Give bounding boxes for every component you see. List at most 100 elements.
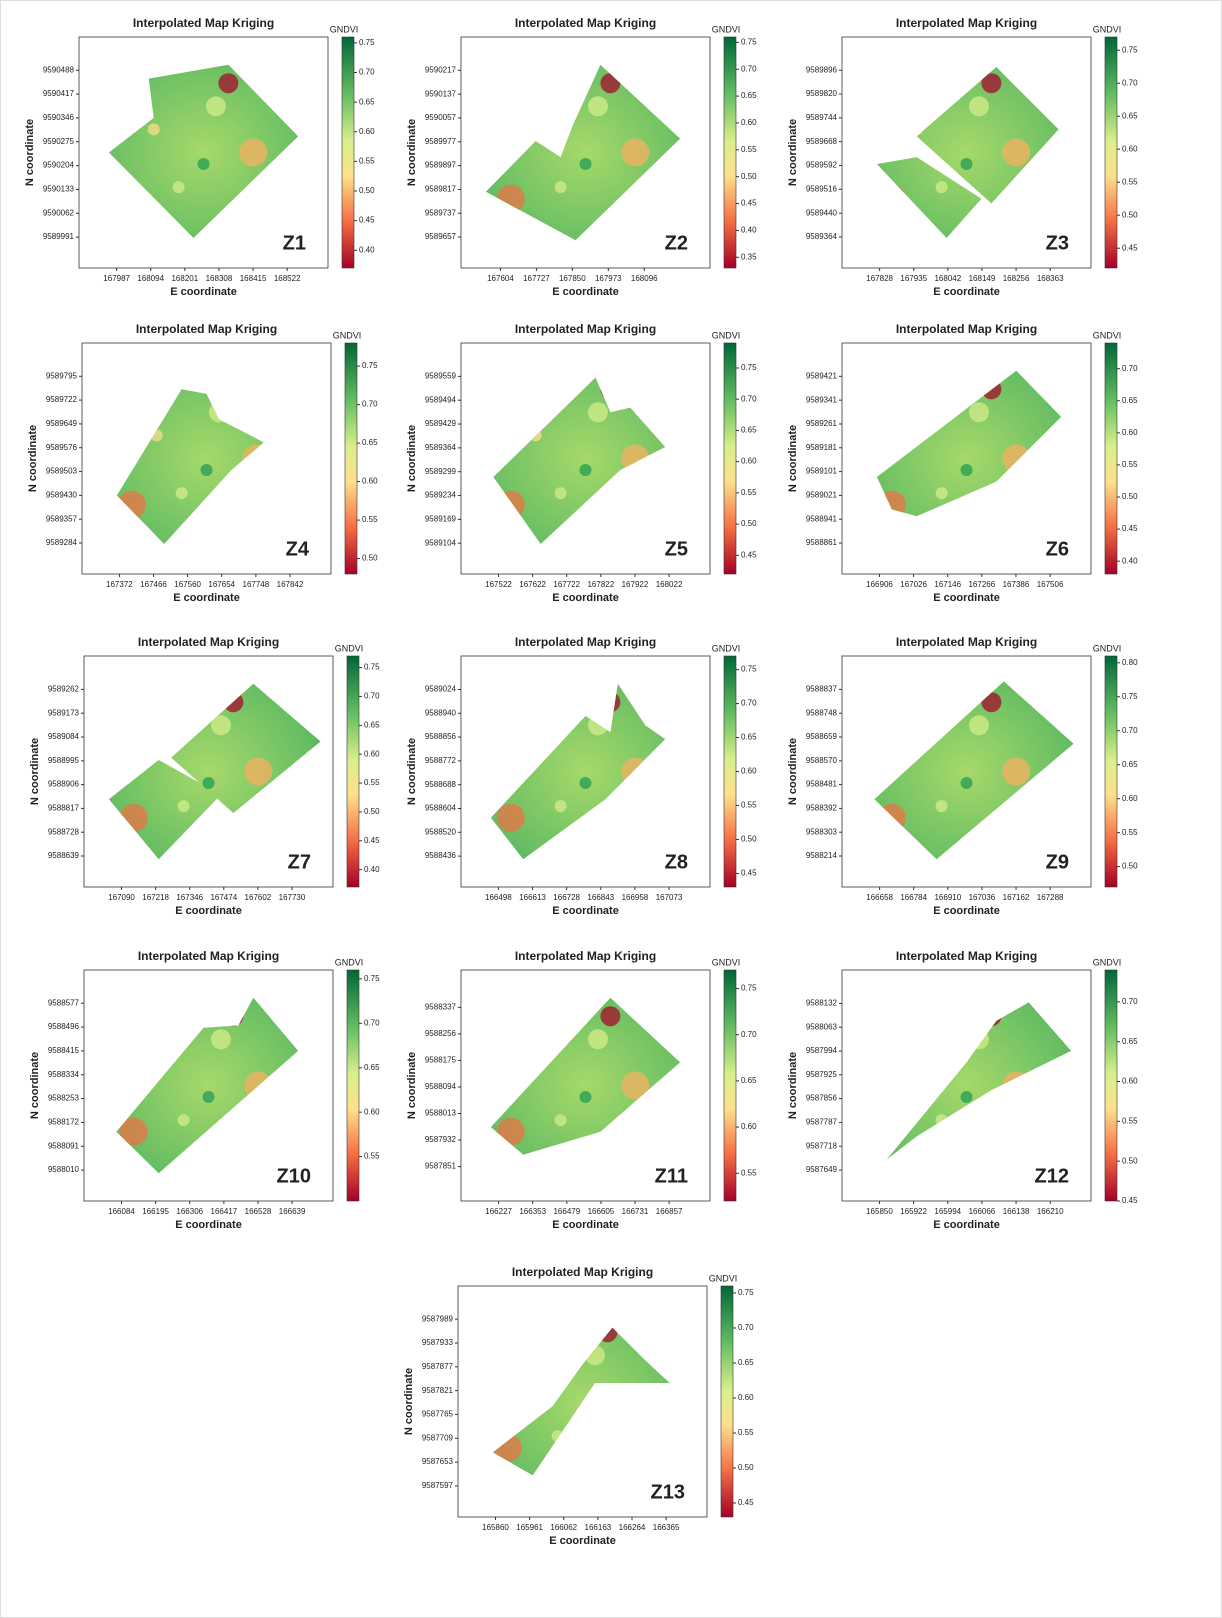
y-tick-label: 9588172 xyxy=(48,1118,80,1127)
colorbar-tick-label: 0.50 xyxy=(1122,862,1138,871)
y-tick-label: 9589744 xyxy=(806,113,838,122)
x-tick-label: 167506 xyxy=(1037,580,1064,589)
x-tick-label: 167748 xyxy=(243,580,270,589)
y-tick-label: 9589169 xyxy=(425,514,457,523)
colorbar-tick-label: 0.40 xyxy=(741,226,757,235)
x-axis-label: E coordinate xyxy=(933,286,1000,298)
x-tick-label: 167622 xyxy=(519,580,546,589)
x-tick-label: 166479 xyxy=(553,1207,580,1216)
x-tick-label: 168022 xyxy=(656,580,683,589)
colorbar-tick-label: 0.70 xyxy=(359,68,375,77)
colorbar xyxy=(1105,970,1117,1201)
x-tick-label: 166639 xyxy=(279,1207,306,1216)
y-tick-label: 9589341 xyxy=(806,395,838,404)
y-tick-label: 9588659 xyxy=(806,732,838,741)
colorbar-label: GNDVI xyxy=(335,957,364,967)
colorbar-tick-label: 0.50 xyxy=(359,186,375,195)
x-tick-label: 166731 xyxy=(622,1207,649,1216)
chart-title: Interpolated Map Kriging xyxy=(138,949,279,963)
colorbar-tick-label: 0.45 xyxy=(741,550,757,559)
colorbar-label: GNDVI xyxy=(335,643,364,653)
colorbar-tick-label: 0.70 xyxy=(362,400,378,409)
panel: 1670901672181673461674741676021677309589… xyxy=(29,635,380,917)
zone-label: Z4 xyxy=(286,538,310,560)
zone-label: Z10 xyxy=(277,1165,311,1187)
y-tick-label: 9588337 xyxy=(425,1002,457,1011)
x-tick-label: 166843 xyxy=(587,893,614,902)
y-tick-label: 9588688 xyxy=(425,780,457,789)
y-axis-label: N coordinate xyxy=(406,119,418,186)
colorbar-tick-label: 0.70 xyxy=(738,1323,754,1332)
field-patch xyxy=(239,139,267,167)
chart-title: Interpolated Map Kriging xyxy=(896,635,1037,649)
colorbar-tick-label: 0.60 xyxy=(362,477,378,486)
y-tick-label: 9589101 xyxy=(806,467,838,476)
colorbar-tick-label: 0.75 xyxy=(359,38,375,47)
colorbar-tick-label: 0.40 xyxy=(1122,556,1138,565)
colorbar-tick-label: 0.55 xyxy=(738,1428,754,1437)
x-tick-label: 165961 xyxy=(516,1523,543,1532)
colorbar-tick-label: 0.65 xyxy=(741,733,757,742)
field-patch xyxy=(497,804,525,832)
field-patch xyxy=(961,464,973,476)
colorbar-tick-label: 0.60 xyxy=(364,1107,380,1116)
y-tick-label: 9587787 xyxy=(806,1118,838,1127)
colorbar-label: GNDVI xyxy=(1093,24,1122,34)
x-tick-label: 166264 xyxy=(619,1523,646,1532)
x-tick-label: 168522 xyxy=(274,274,301,283)
field-patch xyxy=(621,139,649,167)
colorbar-tick-label: 0.70 xyxy=(741,394,757,403)
colorbar xyxy=(724,37,736,268)
y-tick-label: 9589261 xyxy=(806,419,838,428)
x-tick-label: 167727 xyxy=(523,274,550,283)
colorbar-tick-label: 0.80 xyxy=(1122,658,1138,667)
field-patch xyxy=(555,800,567,812)
field-patch xyxy=(203,1091,215,1103)
x-tick-label: 165922 xyxy=(900,1207,927,1216)
zone-label: Z9 xyxy=(1046,851,1069,873)
colorbar-tick-label: 0.75 xyxy=(741,363,757,372)
y-tick-label: 9589576 xyxy=(46,443,78,452)
field-patch xyxy=(211,1029,231,1049)
field-patch xyxy=(936,487,948,499)
field-patch xyxy=(176,487,188,499)
y-tick-label: 9588415 xyxy=(48,1046,80,1055)
y-axis-label: N coordinate xyxy=(29,738,41,805)
y-tick-label: 9588481 xyxy=(806,780,838,789)
x-tick-label: 166728 xyxy=(553,893,580,902)
y-tick-label: 9589559 xyxy=(425,371,457,380)
colorbar xyxy=(1105,656,1117,887)
field-patch xyxy=(555,1114,567,1126)
colorbar-tick-label: 0.65 xyxy=(1122,1037,1138,1046)
colorbar-tick-label: 0.55 xyxy=(741,145,757,154)
x-tick-label: 167828 xyxy=(866,274,893,283)
colorbar-tick-label: 0.60 xyxy=(1122,794,1138,803)
colorbar-tick-label: 0.35 xyxy=(741,252,757,261)
field-patch xyxy=(555,181,567,193)
colorbar-tick-label: 0.70 xyxy=(741,64,757,73)
x-tick-label: 166857 xyxy=(656,1207,683,1216)
x-tick-label: 166906 xyxy=(866,580,893,589)
x-tick-label: 167730 xyxy=(279,893,306,902)
y-tick-label: 9587851 xyxy=(425,1162,457,1171)
y-tick-label: 9587653 xyxy=(422,1457,454,1466)
field-patch xyxy=(173,181,185,193)
field-patch xyxy=(588,1029,608,1049)
x-tick-label: 167346 xyxy=(176,893,203,902)
x-tick-label: 166195 xyxy=(142,1207,169,1216)
colorbar-tick-label: 0.45 xyxy=(741,869,757,878)
x-tick-label: 167822 xyxy=(587,580,614,589)
colorbar-label: GNDVI xyxy=(712,643,741,653)
y-tick-label: 9588063 xyxy=(806,1022,838,1031)
colorbar-tick-label: 0.60 xyxy=(1122,428,1138,437)
colorbar-tick-label: 0.55 xyxy=(741,801,757,810)
y-tick-label: 9588577 xyxy=(48,998,80,1007)
field-patch xyxy=(961,158,973,170)
field-patch xyxy=(555,487,567,499)
x-tick-label: 166613 xyxy=(519,893,546,902)
y-tick-label: 9590275 xyxy=(43,137,75,146)
colorbar-tick-label: 0.65 xyxy=(362,438,378,447)
y-tick-label: 9589173 xyxy=(48,708,80,717)
